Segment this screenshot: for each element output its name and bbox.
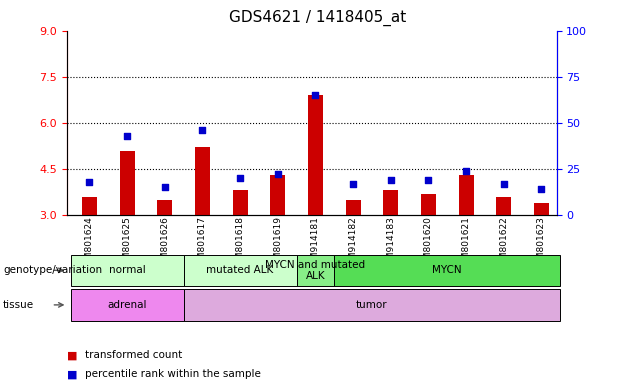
Text: ■: ■ [67,369,78,379]
Text: MYCN and mutated
ALK: MYCN and mutated ALK [265,260,366,281]
Point [348,180,358,187]
Point [85,179,95,185]
Point [461,168,471,174]
Text: genotype/variation: genotype/variation [3,265,102,275]
Text: GDS4621 / 1418405_at: GDS4621 / 1418405_at [230,10,406,26]
Bar [496,197,511,215]
Point [536,186,546,192]
Text: mutated ALK: mutated ALK [207,265,273,275]
Bar [308,95,323,215]
Point [310,92,321,98]
Bar [82,197,97,215]
Point [424,177,434,183]
Point [160,184,170,190]
Text: MYCN: MYCN [432,265,462,275]
Bar [120,151,135,215]
Text: normal: normal [109,265,146,275]
Text: tissue: tissue [3,300,34,310]
Text: ■: ■ [67,350,78,360]
Text: transformed count: transformed count [85,350,182,360]
Text: adrenal: adrenal [107,300,147,310]
Bar [421,194,436,215]
Text: tumor: tumor [356,300,388,310]
Bar [345,200,361,215]
Bar [270,175,286,215]
Point [235,175,245,181]
Point [197,127,207,133]
Point [385,177,396,183]
Point [273,171,283,177]
Bar [157,200,172,215]
Bar [384,190,398,215]
Text: percentile rank within the sample: percentile rank within the sample [85,369,261,379]
Bar [195,147,210,215]
Bar [534,203,549,215]
Point [122,133,132,139]
Bar [459,175,474,215]
Bar [233,190,247,215]
Point [499,180,509,187]
